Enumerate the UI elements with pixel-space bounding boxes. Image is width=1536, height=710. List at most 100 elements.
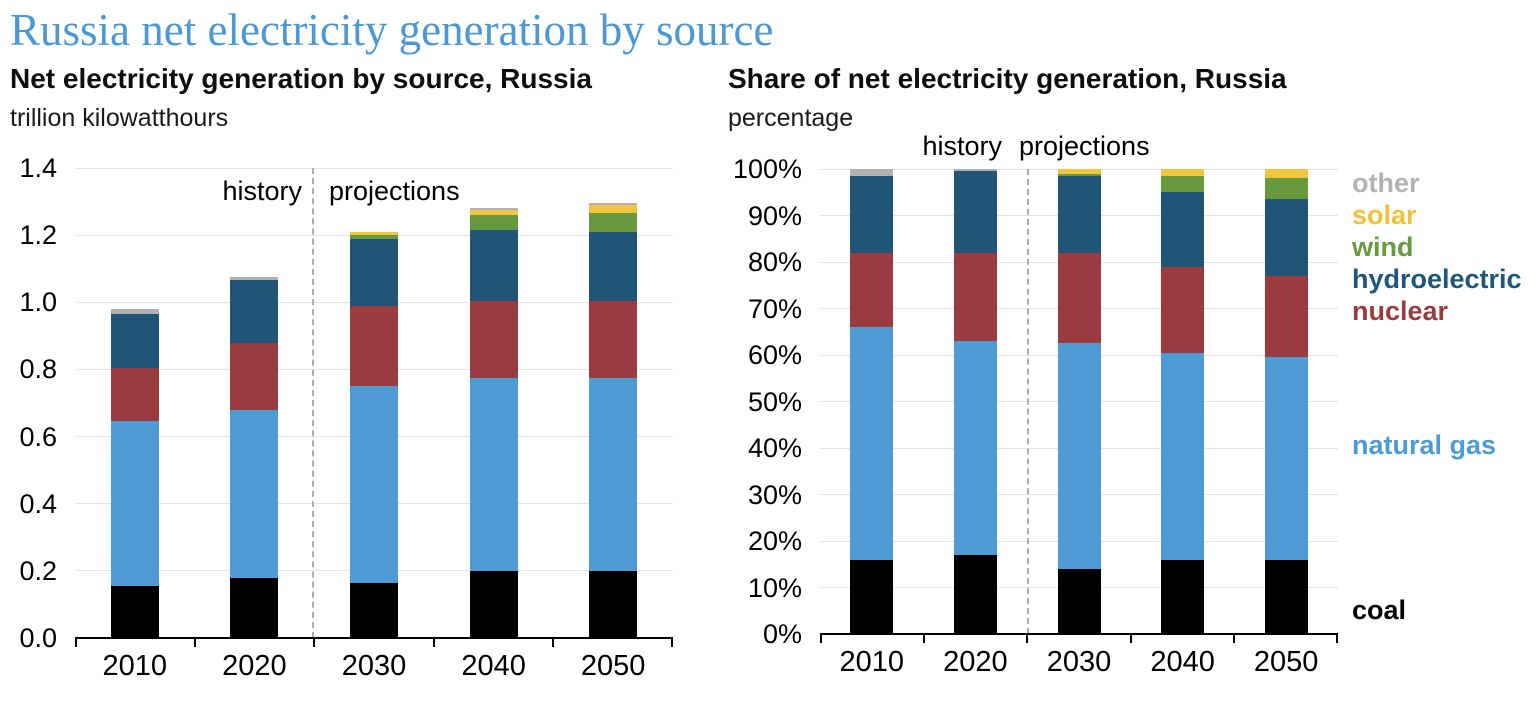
y-tick-label: 100%	[732, 154, 802, 184]
y-tick-label: 0.8	[19, 354, 57, 385]
x-tick-label-2020: 2020	[943, 646, 1008, 678]
bar-segment-nuclear-2020	[230, 342, 279, 410]
legend-item-natural-gas: natural gas	[1352, 430, 1497, 460]
axis-tick	[313, 638, 316, 647]
bar-segment-coal-2040	[469, 570, 518, 638]
bar-segment-hydroelectric-2010	[850, 175, 894, 253]
bar-segment-other-2020	[230, 277, 279, 281]
y-tick-label: 1.0	[19, 287, 57, 318]
legend-item-wind: wind	[1352, 232, 1414, 262]
bar-segment-other-2020	[953, 169, 997, 172]
x-tick-label-2010: 2010	[839, 646, 905, 678]
y-tick-label: 60%	[747, 340, 802, 370]
bar-segment-solar-2040	[469, 209, 518, 215]
bar-segment-solar-2030	[1057, 169, 1101, 174]
bar-segment-solar-2050	[589, 204, 638, 214]
y-tick-label: 0%	[762, 619, 802, 649]
x-tick-label-2040: 2040	[461, 650, 526, 682]
bar-segment-hydroelectric-2020	[230, 280, 279, 343]
bar-segment-hydroelectric-2030	[1057, 175, 1101, 253]
gridline	[820, 168, 1338, 170]
y-tick-label: 1.4	[19, 153, 57, 183]
bar-segment-nuclear-2010	[110, 367, 159, 422]
legend-item-solar: solar	[1352, 200, 1417, 230]
legend-item-nuclear: nuclear	[1352, 296, 1449, 326]
bar-segment-hydroelectric-2040	[469, 230, 518, 301]
x-axis-line	[75, 637, 673, 639]
bar-segment-wind-2030	[1057, 173, 1101, 176]
bar-segment-natural-gas-2030	[1057, 343, 1101, 569]
bar-segment-nuclear-2030	[350, 305, 398, 387]
x-tick-label-2050: 2050	[580, 650, 646, 682]
bar-segment-natural-gas-2050	[589, 377, 638, 571]
axis-tick	[432, 638, 435, 647]
projections-label: projections	[1019, 131, 1150, 161]
axis-tick	[922, 634, 925, 643]
history-label: history	[922, 131, 1002, 161]
bar-segment-coal-2050	[589, 570, 638, 638]
bar-segment-wind-2040	[469, 215, 518, 231]
axis-tick	[1233, 634, 1236, 643]
bar-segment-solar-2030	[350, 231, 398, 236]
bar-segment-nuclear-2010	[850, 252, 894, 328]
bar-segment-natural-gas-2020	[230, 409, 279, 578]
bar-segment-nuclear-2050	[589, 300, 638, 378]
y-tick-label: 70%	[747, 293, 802, 324]
bar-segment-hydroelectric-2030	[350, 238, 398, 306]
bar-segment-natural-gas-2010	[850, 327, 894, 560]
bar-segment-coal-2050	[1264, 559, 1308, 634]
bar-segment-natural-gas-2020	[953, 341, 997, 555]
bar-segment-wind-2040	[1161, 175, 1205, 193]
bar-segment-hydroelectric-2050	[1264, 199, 1308, 276]
axis-tick	[1129, 634, 1132, 643]
bar-segment-coal-2010	[850, 559, 894, 634]
bar-segment-other-2050	[589, 203, 638, 205]
bar-segment-wind-2050	[1264, 178, 1308, 200]
y-tick-label: 10%	[747, 572, 802, 603]
y-tick-label: 0.6	[19, 421, 57, 452]
bar-segment-natural-gas-2030	[350, 386, 398, 583]
history-label: history	[222, 176, 302, 206]
axis-tick	[820, 634, 822, 643]
bar-segment-coal-2030	[1057, 568, 1101, 634]
x-tick-label-2020: 2020	[222, 650, 287, 682]
right-chart-unit-label: percentage	[728, 104, 854, 132]
bar-segment-nuclear-2020	[953, 252, 997, 342]
bar-segment-solar-2050	[1264, 169, 1308, 179]
x-tick-label-2040: 2040	[1150, 646, 1215, 678]
y-tick-label: 20%	[747, 526, 802, 556]
bar-segment-hydroelectric-2020	[953, 171, 997, 253]
axis-tick	[193, 638, 196, 647]
bar-segment-hydroelectric-2050	[589, 231, 638, 301]
y-tick-label: 40%	[747, 433, 802, 463]
bar-segment-coal-2020	[230, 577, 279, 638]
y-tick-label: 0.0	[19, 623, 57, 653]
x-tick-label-2030: 2030	[341, 650, 407, 682]
y-tick-label: 80%	[747, 247, 802, 277]
bar-segment-hydroelectric-2010	[110, 314, 159, 368]
right-chart-title: Share of net electricity generation, Rus…	[728, 63, 1287, 94]
left-chart-unit-label: trillion kilowatthours	[10, 104, 229, 132]
y-tick-label: 1.2	[19, 220, 57, 251]
legend-item-coal: coal	[1352, 595, 1407, 625]
bar-segment-coal-2020	[953, 554, 997, 634]
axis-tick	[1026, 634, 1029, 643]
left-chart-plot: history projections 1.4 1.2 1.0 0.8 0.6 0.4 0.…	[19, 153, 673, 682]
bar-segment-solar-2040	[1161, 169, 1205, 176]
page-title: Russia net electricity generation by sou…	[10, 5, 774, 55]
bar-segment-wind-2050	[589, 213, 638, 232]
right-chart-plot: history projections 100% 90% 80% 70% 60% 50% 4…	[733, 131, 1338, 678]
bar-segment-coal-2040	[1161, 559, 1205, 634]
legend: other solar wind hydroelectric nuclear n…	[1352, 0, 1536, 710]
axis-tick	[671, 638, 673, 647]
axis-tick	[1336, 634, 1338, 643]
bar-segment-natural-gas-2040	[1161, 352, 1205, 560]
bar-segment-coal-2030	[350, 582, 398, 638]
bar-segment-other-2010	[850, 169, 894, 176]
x-tick-label-2050: 2050	[1253, 646, 1319, 678]
bar-segment-nuclear-2030	[1057, 252, 1101, 344]
bar-segment-nuclear-2040	[1161, 266, 1205, 353]
bar-segment-wind-2030	[350, 235, 398, 239]
axis-tick	[552, 638, 555, 647]
y-tick-label: 50%	[747, 386, 802, 417]
